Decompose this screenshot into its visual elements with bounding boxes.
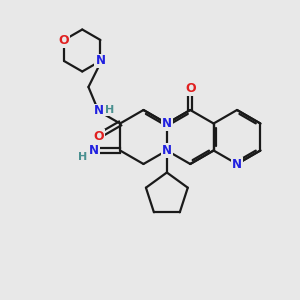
Text: N: N [232, 158, 242, 170]
Text: N: N [93, 104, 103, 118]
Text: N: N [162, 117, 172, 130]
Text: N: N [95, 55, 105, 68]
Text: N: N [162, 144, 172, 157]
Text: N: N [89, 144, 99, 157]
Text: N: N [95, 55, 105, 68]
Text: O: O [93, 130, 104, 142]
Text: O: O [185, 82, 196, 94]
Text: H: H [79, 152, 88, 163]
Text: H: H [105, 105, 114, 115]
Text: O: O [59, 34, 69, 46]
